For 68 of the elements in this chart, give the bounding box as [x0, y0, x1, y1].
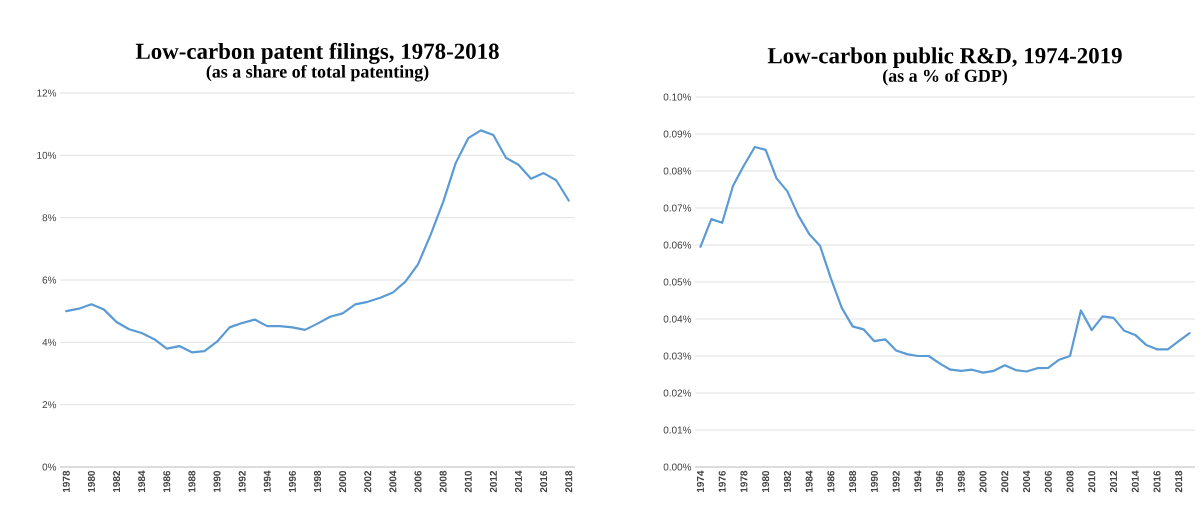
y-tick-label: 0.09% — [663, 130, 692, 138]
y-tick-label: 0.10% — [663, 93, 692, 101]
x-tick-label: 2000 — [979, 470, 987, 493]
y-tick-label: 0.07% — [663, 204, 692, 212]
x-tick-label: 1976 — [718, 470, 726, 493]
y-tick-label: 0.04% — [663, 315, 692, 323]
x-tick-label: 2000 — [339, 470, 347, 493]
y-tick-label: 0.05% — [663, 278, 692, 286]
x-tick-label: 1984 — [805, 470, 813, 493]
x-tick-label: 1978 — [740, 470, 748, 493]
x-tick-label: 1982 — [783, 470, 791, 493]
x-tick-label: 1982 — [113, 470, 121, 493]
y-tick-label: 0.08% — [663, 167, 692, 175]
x-tick-label: 1984 — [138, 470, 146, 493]
x-tick-label: 2008 — [1066, 470, 1074, 493]
x-tick-label: 1996 — [288, 470, 296, 493]
y-tick-label: 0.02% — [663, 389, 692, 397]
x-tick-label: 1998 — [313, 470, 322, 493]
y-tick-label: 0.03% — [663, 352, 692, 360]
x-tick-label: 2004 — [1023, 470, 1031, 493]
x-tick-label: 2014 — [514, 470, 522, 493]
x-tick-label: 2012 — [1109, 470, 1118, 493]
y-tick-label: 0.00% — [663, 463, 692, 471]
x-tick-label: 2016 — [1153, 470, 1161, 493]
x-tick-label: 1980 — [87, 470, 95, 493]
x-tick-label: 2018 — [1175, 470, 1183, 493]
line-series — [699, 145, 1191, 374]
x-tick-label: 2010 — [1088, 470, 1096, 493]
x-tick-label: 1990 — [213, 470, 221, 493]
x-tick-label: 2018 — [565, 470, 573, 493]
chart-title: Low-carbon patent filings, 1978-2018 — [135, 42, 499, 64]
x-tick-label: 1996 — [936, 470, 944, 493]
y-tick-label: 0.01% — [663, 426, 692, 434]
chart-subtitle: (as a % of GDP) — [883, 69, 1007, 86]
y-tick-label: 0.06% — [663, 241, 692, 249]
y-tick-label: 6% — [42, 276, 57, 284]
y-tick-label: 12% — [37, 89, 57, 97]
y-tick-label: 2% — [42, 401, 57, 409]
x-tick-label: 1994 — [914, 470, 922, 493]
chart-title: Low-carbon public R&D, 1974-2019 — [767, 47, 1122, 69]
x-tick-label: 1980 — [762, 470, 770, 493]
x-tick-label: 1992 — [238, 470, 246, 493]
x-tick-label: 2006 — [1044, 470, 1052, 493]
x-tick-label: 2012 — [489, 470, 497, 493]
x-tick-label: 1978 — [62, 470, 70, 493]
x-tick-label: 2004 — [389, 470, 397, 493]
x-tick-label: 1994 — [263, 470, 271, 493]
x-tick-label: 2008 — [439, 470, 447, 493]
x-tick-label: 1998 — [957, 470, 965, 493]
x-tick-label: 1986 — [163, 470, 171, 493]
y-tick-label: 10% — [37, 151, 57, 159]
x-tick-label: 2010 — [464, 470, 472, 493]
x-tick-label: 2016 — [540, 470, 548, 493]
x-tick-label: 2006 — [414, 470, 422, 493]
y-tick-label: 8% — [42, 214, 57, 222]
x-tick-label: 1992 — [892, 470, 900, 493]
y-tick-label: 0% — [42, 463, 57, 471]
chart-subtitle: (as a share of total patenting) — [206, 64, 429, 82]
x-tick-label: 1974 — [696, 470, 704, 493]
x-tick-label: 2014 — [1131, 470, 1139, 493]
x-tick-label: 1988 — [849, 470, 857, 493]
x-tick-label: 1990 — [870, 470, 878, 493]
x-tick-label: 2002 — [364, 470, 372, 493]
line-series — [65, 129, 570, 354]
x-tick-label: 1986 — [827, 470, 835, 493]
y-tick-label: 4% — [42, 338, 57, 346]
x-tick-label: 1988 — [188, 470, 196, 493]
x-tick-label: 2002 — [1001, 470, 1009, 493]
